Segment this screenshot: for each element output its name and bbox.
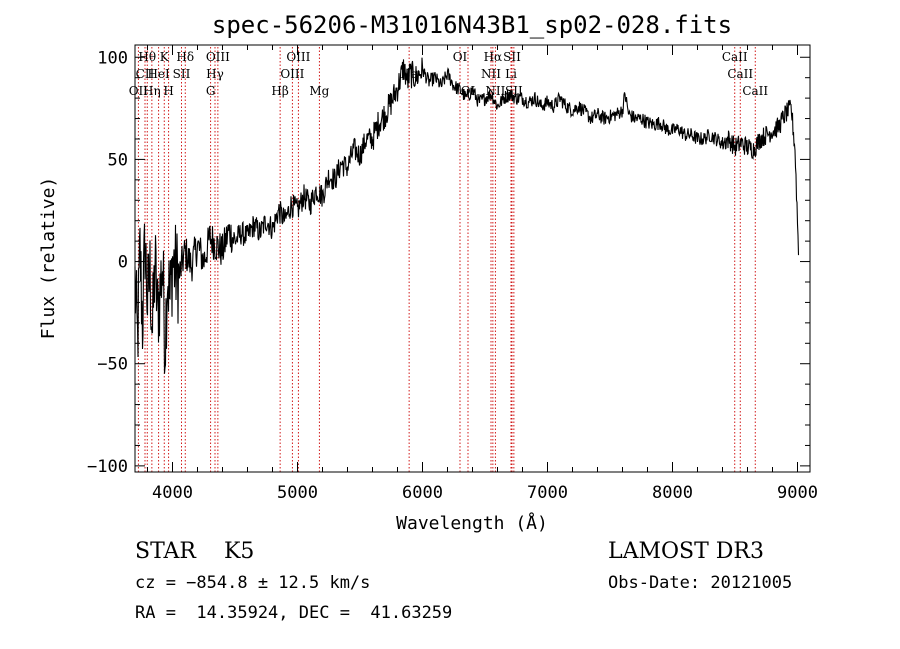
plot-frame bbox=[134, 44, 811, 473]
x-axis-ticks: 4000 5000 6000 7000 8000 9000 bbox=[147, 45, 818, 503]
y-axis-label: Flux (relative) bbox=[38, 177, 59, 340]
line-label-0: Hθ bbox=[138, 50, 156, 64]
line-label-3: K bbox=[160, 50, 170, 64]
line-label-20: SII bbox=[503, 50, 521, 64]
coordinates-label: RA = 14.35924, DEC = 41.63259 bbox=[135, 603, 453, 623]
line-label-26: CaII bbox=[727, 67, 753, 81]
line-label-19: Hα bbox=[484, 50, 503, 64]
line-label-27: CaII bbox=[742, 84, 768, 98]
line-label-25: CaII bbox=[722, 50, 748, 64]
spectrum-plot: spec-56206-M31016N43B1_sp02-028.fits Hθ C… bbox=[38, 11, 818, 534]
line-label-12: OIII bbox=[286, 50, 310, 64]
obs-date-label: Obs-Date: 20121005 bbox=[608, 573, 793, 593]
line-label-5: Hη bbox=[143, 84, 161, 98]
y-axis-ticks: −100 −50 0 50 100 bbox=[87, 48, 810, 477]
y-tick-label-2: 0 bbox=[118, 253, 128, 273]
line-label-14: Hβ bbox=[271, 84, 288, 98]
line-label-1: CII bbox=[136, 67, 155, 81]
line-label-13: OIII bbox=[280, 67, 304, 81]
x-tick-label-1: 5000 bbox=[277, 483, 318, 503]
y-tick-label-0: −100 bbox=[87, 457, 128, 477]
line-label-21: NII bbox=[481, 67, 501, 81]
x-tick-label-0: 4000 bbox=[152, 483, 193, 503]
line-label-15: Mg bbox=[309, 84, 329, 98]
x-tick-label-4: 8000 bbox=[652, 483, 693, 503]
line-label-17: OI bbox=[453, 50, 468, 64]
line-label-11: G bbox=[206, 84, 216, 98]
line-label-7: H bbox=[163, 84, 173, 98]
spectral-line-markers bbox=[137, 47, 756, 472]
y-tick-label-3: 50 bbox=[108, 150, 128, 170]
y-tick-label-4: 100 bbox=[97, 48, 128, 68]
x-tick-label-2: 6000 bbox=[402, 483, 443, 503]
line-label-10: Hγ bbox=[206, 67, 224, 81]
line-label-9: OIII bbox=[206, 50, 230, 64]
flux-series-line bbox=[134, 57, 800, 374]
x-tick-label-3: 7000 bbox=[527, 483, 568, 503]
chart-title: spec-56206-M31016N43B1_sp02-028.fits bbox=[212, 11, 732, 39]
x-tick-label-5: 9000 bbox=[777, 483, 818, 503]
survey-label: LAMOST DR3 bbox=[608, 539, 764, 564]
classification-label: STAR K5 bbox=[135, 539, 255, 564]
line-label-2: OII bbox=[129, 84, 149, 98]
x-axis-label: Wavelength (Å) bbox=[396, 512, 548, 534]
line-label-4: HeI bbox=[147, 67, 170, 81]
y-tick-label-1: −50 bbox=[97, 355, 128, 375]
line-label-22: Li bbox=[505, 67, 517, 81]
line-label-6: SII bbox=[173, 67, 191, 81]
redshift-label: cz = −854.8 ± 12.5 km/s bbox=[135, 573, 371, 593]
line-label-8: Hδ bbox=[176, 50, 194, 64]
